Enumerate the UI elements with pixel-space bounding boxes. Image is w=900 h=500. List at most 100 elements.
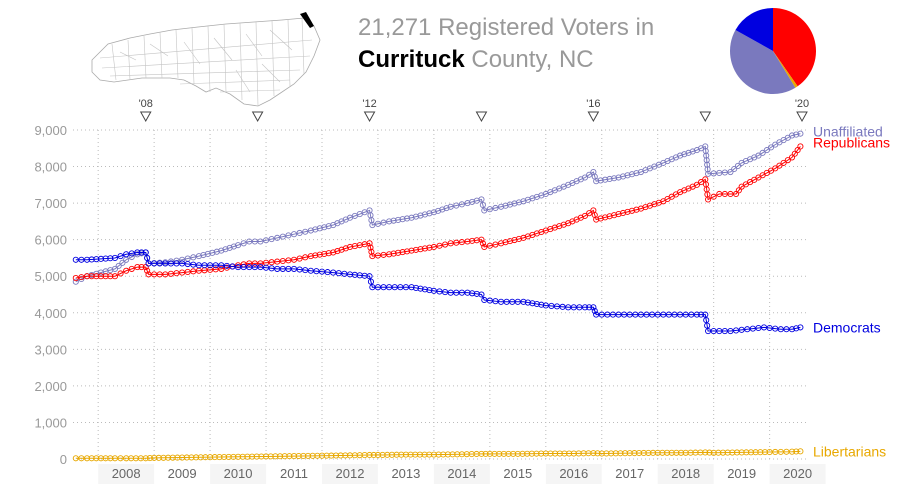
election-marker-label: '20	[795, 98, 809, 110]
libertarians-point	[757, 449, 764, 456]
republicans-line	[75, 146, 801, 279]
libertarians-point	[440, 451, 447, 458]
unaffiliated-point	[190, 254, 197, 261]
unaffiliated-point	[793, 131, 800, 138]
republicans-point	[380, 251, 387, 258]
election-marker-triangle	[139, 111, 152, 123]
libertarians-point	[486, 450, 493, 457]
libertarians-label: Libertarians	[813, 443, 886, 459]
y-tick-label: 6,000	[34, 233, 67, 248]
libertarians-point	[314, 452, 321, 459]
republicans-point	[593, 216, 600, 223]
republicans-point	[693, 181, 700, 188]
democrats-point	[88, 256, 95, 263]
republicans-point	[138, 264, 145, 271]
libertarians-point	[230, 453, 237, 460]
year-band	[433, 464, 490, 484]
election-marker-label: '16	[586, 98, 600, 110]
republicans-point	[447, 240, 454, 247]
republicans-point	[338, 246, 345, 253]
unaffiliated-point	[689, 148, 696, 155]
unaffiliated-point	[677, 152, 684, 159]
democrats-point	[417, 285, 424, 292]
republicans-point	[111, 273, 119, 280]
republicans-point	[442, 241, 449, 248]
republicans-point	[776, 162, 783, 169]
libertarians-point	[542, 450, 549, 457]
libertarians-point	[430, 451, 437, 458]
unaffiliated-point	[506, 201, 514, 208]
unaffiliated-point	[727, 168, 734, 176]
republicans-point	[134, 264, 141, 271]
year-band	[210, 464, 267, 484]
democrats-point	[296, 266, 303, 273]
unaffiliated-point	[380, 219, 387, 226]
unaffiliated-point	[285, 232, 292, 239]
libertarians-point	[318, 452, 326, 459]
election-marker-triangle	[699, 111, 712, 123]
libertarians-point	[552, 450, 559, 457]
libertarians-point	[97, 455, 105, 462]
democrats-point	[218, 262, 225, 269]
democrats-point	[330, 269, 337, 276]
unaffiliated-point	[439, 206, 446, 213]
unaffiliated-point	[279, 233, 286, 240]
libertarians-point	[710, 449, 717, 456]
unaffiliated-point	[492, 204, 499, 212]
unaffiliated-point	[797, 130, 804, 137]
democrats-point	[184, 260, 191, 268]
unaffiliated-point	[240, 240, 247, 247]
libertarians-point	[514, 450, 521, 457]
unaffiliated-point	[443, 205, 450, 212]
democrats-point	[229, 263, 236, 270]
unaffiliated-point	[386, 218, 393, 225]
unaffiliated-point	[115, 262, 122, 269]
republicans-point	[88, 273, 95, 280]
libertarians-point	[221, 453, 228, 461]
libertarians-point	[482, 450, 489, 457]
chart-title-line1: 21,271 Registered Voters in	[358, 14, 654, 42]
republicans-point	[102, 273, 109, 280]
unaffiliated-point	[481, 207, 488, 214]
republicans-point	[369, 253, 376, 260]
democrats-point	[520, 298, 527, 305]
unaffiliated-point	[403, 215, 411, 222]
libertarians-point	[402, 451, 409, 458]
republicans-point	[97, 273, 105, 280]
republicans-point	[190, 268, 197, 275]
libertarians-point	[598, 450, 605, 457]
unaffiliated-point	[767, 144, 775, 151]
republicans-point	[179, 269, 186, 276]
party-share-pie	[730, 8, 816, 94]
democrats-point	[766, 324, 773, 332]
unaffiliated-point	[763, 147, 770, 154]
libertarians-point	[323, 452, 330, 459]
libertarians-point	[608, 450, 615, 457]
unaffiliated-point	[479, 201, 486, 208]
democrats-point	[138, 249, 145, 256]
pie-slice-libertarians	[773, 51, 798, 88]
libertarians-point	[673, 449, 680, 456]
libertarians-point	[151, 454, 158, 461]
unaffiliated-point	[179, 256, 186, 263]
unaffiliated-point	[390, 217, 397, 224]
unaffiliated-point	[586, 171, 593, 178]
republicans-point	[72, 274, 79, 282]
democrats-point	[738, 326, 745, 333]
unaffiliated-point	[435, 207, 442, 214]
republicans-point	[316, 251, 323, 258]
unaffiliated-point	[619, 173, 627, 180]
libertarians-point	[179, 454, 186, 461]
republicans-point	[173, 270, 180, 277]
democrats-point	[426, 287, 433, 294]
libertarians-point	[337, 452, 344, 459]
republicans-point	[602, 214, 609, 221]
unaffiliated-point	[325, 223, 332, 230]
democrats-point	[442, 289, 449, 296]
democrats-point	[144, 254, 151, 261]
democrats-point	[469, 290, 476, 297]
unaffiliated-point	[72, 278, 79, 285]
unaffiliated-point	[321, 224, 328, 231]
libertarians-point	[650, 449, 657, 456]
unaffiliated-point	[430, 209, 437, 216]
